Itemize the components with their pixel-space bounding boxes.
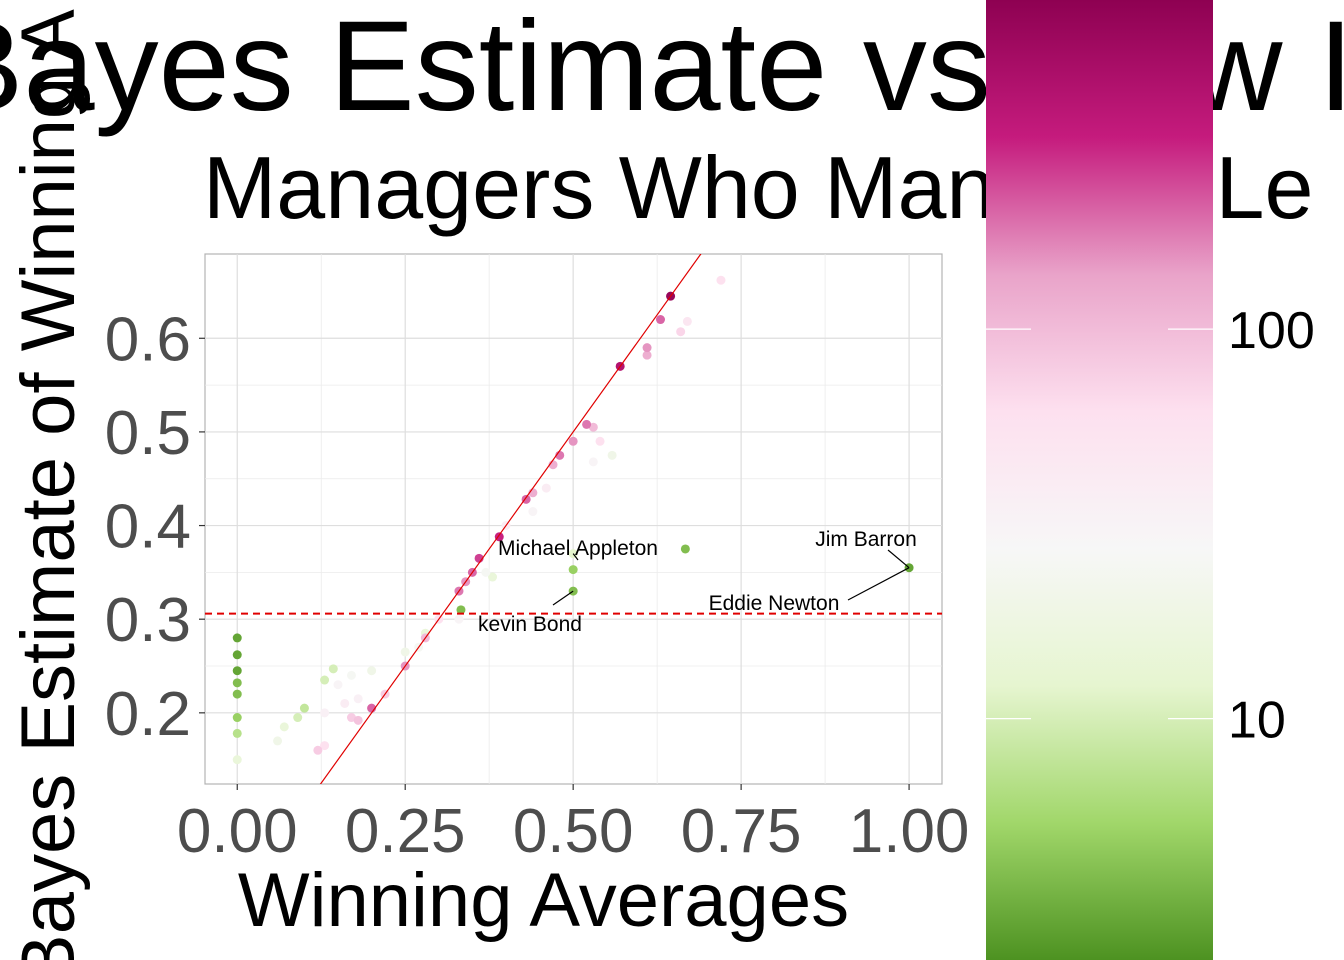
point	[656, 315, 666, 325]
point	[346, 713, 356, 723]
point	[642, 350, 652, 360]
point	[680, 544, 690, 554]
x-tick-label: 0.00	[177, 797, 298, 866]
point	[328, 664, 338, 674]
point	[642, 343, 652, 353]
point	[232, 678, 242, 688]
point	[456, 605, 466, 615]
point	[568, 436, 578, 446]
point	[588, 422, 598, 432]
point	[528, 507, 538, 517]
colorbar-tick-label: 10	[1228, 692, 1286, 750]
point	[481, 567, 491, 577]
point	[232, 755, 242, 765]
point	[353, 694, 363, 704]
x-tick-label: 0.75	[681, 797, 802, 866]
point	[682, 316, 692, 326]
point	[588, 457, 598, 467]
annotation: Michael Appleton	[498, 537, 658, 560]
point	[293, 713, 303, 723]
point	[313, 745, 323, 755]
point	[320, 708, 330, 718]
point	[568, 565, 578, 575]
x-tick-label: 1.00	[849, 797, 970, 866]
colorbar-tick-label: 100	[1228, 302, 1315, 360]
point	[346, 670, 356, 680]
x-axis-label: Winning Averages	[238, 858, 849, 943]
point	[232, 728, 242, 738]
point	[488, 572, 498, 582]
point	[320, 741, 330, 751]
y-tick-label: 0.5	[105, 399, 191, 468]
y-axis-label: Bayes Estimate of Winning A	[6, 9, 91, 960]
y-tick-label: 0.6	[105, 305, 191, 374]
y-tick-label: 0.4	[105, 493, 191, 562]
annotation-connector	[572, 553, 579, 561]
point	[232, 666, 242, 676]
point	[541, 483, 551, 493]
y-tick-label: 0.3	[105, 586, 191, 655]
annotation-connector	[887, 549, 910, 569]
panel-layer	[205, 254, 942, 784]
point	[340, 698, 350, 708]
point	[595, 436, 605, 446]
x-tick-label: 0.50	[513, 797, 634, 866]
annotation: Eddie Newton	[709, 592, 840, 615]
point	[582, 419, 592, 429]
annotation: kevin Bond	[478, 613, 582, 636]
point	[299, 703, 309, 713]
annotation-connector	[847, 567, 910, 601]
point	[367, 666, 377, 676]
point	[333, 680, 343, 690]
x-tick-label: 0.25	[345, 797, 466, 866]
point	[232, 633, 242, 643]
point	[716, 275, 726, 285]
identity-line	[319, 254, 702, 784]
point	[676, 327, 686, 337]
point	[353, 715, 363, 725]
point	[320, 675, 330, 685]
point	[273, 736, 283, 746]
annotation-connector	[552, 590, 574, 606]
point	[232, 713, 242, 723]
point	[232, 689, 242, 699]
annotation: Jim Barron	[815, 528, 917, 551]
point	[279, 722, 289, 732]
point	[454, 614, 464, 624]
point	[400, 647, 410, 657]
colorbar	[986, 0, 1213, 960]
point	[232, 650, 242, 660]
y-tick-label: 0.2	[105, 680, 191, 749]
point	[607, 450, 617, 460]
